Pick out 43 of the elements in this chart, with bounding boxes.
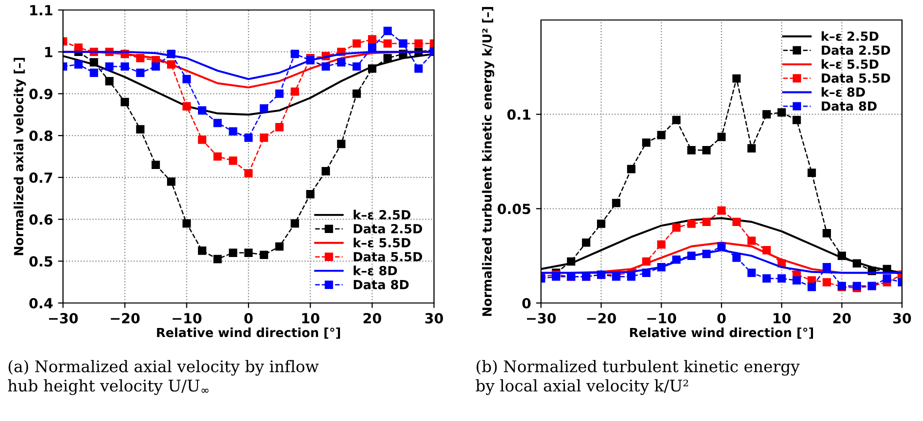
x-tick-label: −20 (110, 312, 140, 324)
x-tick-label: 0 (244, 312, 253, 324)
y-tick-label: 0.05 (498, 204, 530, 214)
x-tick-label: 10 (302, 312, 320, 324)
x-tick-label: −30 (526, 312, 556, 324)
x-tick-label: 30 (425, 312, 443, 324)
legend-label: Data 8D (354, 280, 409, 290)
x-tick-label: −30 (48, 312, 78, 324)
y-tick-label: 0.4 (29, 298, 53, 308)
y-tick-label: 0 (522, 298, 531, 308)
y-tick-label: 0.7 (29, 172, 52, 183)
x-tick-label: 10 (774, 312, 791, 324)
legend-label: k–ε 2.5D (354, 210, 410, 220)
x-tick-label: 20 (364, 312, 382, 324)
x-tick-label: −10 (172, 312, 202, 324)
text: (a) Normalized axial velocity by inflow hub height velocity U/U$_{∞}$ (8, 360, 319, 395)
legend-label: k–ε 5.5D (354, 238, 410, 248)
legend-label: Data 2.5D (822, 45, 890, 55)
legend-label: Data 5.5D (822, 74, 890, 83)
y-axis-title: Normalized axial velocity [–] (14, 58, 26, 256)
text: (b) Normalized turbulent kinetic energy by local axial velocity k/U² (476, 360, 800, 395)
y-tick-label: 1 (45, 47, 52, 58)
legend-label: k–ε 8D (822, 87, 865, 97)
y-axis-title: Normalized turbulent kinetic energy k/U² [–] (482, 6, 494, 316)
x-tick-label: 0 (717, 312, 726, 324)
legend-label: Data 2.5D (354, 224, 422, 234)
legend-label: Data 8D (822, 101, 877, 111)
legend-label: k–ε 5.5D (822, 59, 878, 69)
y-tick-label: 0.8 (29, 130, 52, 142)
y-tick-label: 0.1 (507, 109, 530, 120)
x-tick-label: 30 (893, 312, 911, 324)
legend-label: k–ε 2.5D (822, 31, 878, 41)
legend-label: Data 5.5D (354, 252, 422, 262)
legend-label: k–ε 8D (354, 266, 397, 276)
x-axis-title: Relative wind direction [°] (630, 328, 813, 339)
x-axis-title: Relative wind direction [°] (157, 328, 340, 339)
y-tick-label: 0.9 (29, 88, 52, 100)
y-tick-label: 1.1 (30, 5, 52, 16)
x-tick-label: −20 (587, 312, 616, 324)
y-tick-label: 0.5 (29, 256, 52, 267)
y-tick-label: 0.6 (29, 214, 53, 225)
x-tick-label: −10 (647, 312, 676, 324)
x-tick-label: 20 (833, 312, 851, 324)
